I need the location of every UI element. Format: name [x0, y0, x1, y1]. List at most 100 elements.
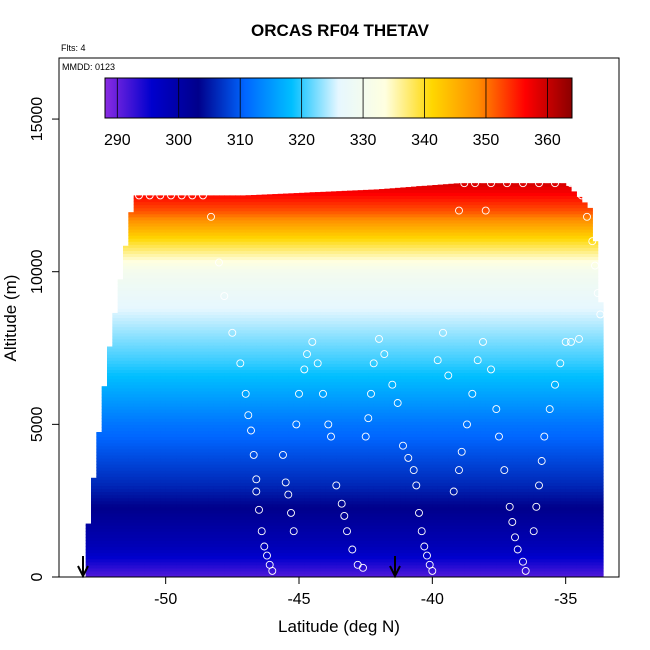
heatmap-cell	[256, 302, 263, 306]
heatmap-cell	[240, 537, 247, 541]
heatmap-cell	[155, 228, 161, 233]
heatmap-cell	[149, 421, 156, 425]
heatmap-cell	[272, 302, 279, 306]
heatmap-cell	[203, 494, 209, 499]
heatmap-cell	[240, 210, 247, 215]
heatmap-cell	[187, 247, 193, 251]
heatmap-cell	[251, 558, 257, 563]
heatmap-cell	[235, 564, 241, 569]
heatmap-cell	[208, 549, 215, 554]
heatmap-cell	[213, 525, 220, 529]
heatmap-cell	[112, 488, 119, 493]
heatmap-cell	[283, 320, 289, 325]
heatmap-cell	[224, 235, 231, 239]
heatmap-cell	[261, 375, 268, 380]
heatmap-cell	[235, 467, 241, 471]
heatmap-cell	[224, 244, 231, 248]
heatmap-cell	[160, 305, 167, 309]
heatmap-cell	[117, 399, 124, 404]
heatmap-cell	[149, 329, 156, 334]
heatmap-cell	[240, 277, 247, 282]
heatmap-cell	[256, 564, 263, 569]
heatmap-cell	[203, 393, 209, 398]
heatmap-cell	[128, 228, 135, 233]
heatmap-cell	[229, 286, 236, 291]
heatmap-cell	[149, 390, 156, 395]
heatmap-cell	[149, 448, 156, 453]
heatmap-cell	[181, 418, 188, 422]
heatmap-cell	[288, 537, 295, 541]
heatmap-cell	[229, 238, 236, 242]
heatmap-cell	[224, 268, 231, 273]
heatmap-cell	[187, 332, 193, 337]
heatmap-cell	[197, 387, 204, 392]
heatmap-cell	[203, 259, 209, 264]
heatmap-cell	[213, 341, 220, 346]
heatmap-cell	[155, 488, 161, 493]
heatmap-cell	[267, 488, 273, 493]
heatmap-cell	[224, 476, 231, 480]
heatmap-cell	[267, 546, 273, 551]
heatmap-cell	[160, 250, 167, 254]
heatmap-cell	[256, 549, 263, 554]
heatmap-cell	[293, 491, 300, 496]
heatmap-cell	[293, 338, 300, 343]
heatmap-cell	[208, 427, 215, 432]
heatmap-cell	[133, 348, 140, 352]
heatmap-cell	[203, 445, 209, 450]
heatmap-cell	[288, 201, 295, 206]
heatmap-cell	[267, 253, 273, 258]
heatmap-cell	[277, 268, 284, 273]
heatmap-cell	[219, 436, 225, 441]
heatmap-cell	[123, 311, 129, 316]
heatmap-cell	[219, 308, 225, 312]
heatmap-cell	[165, 308, 172, 312]
heatmap-cell	[272, 546, 279, 551]
heatmap-cell	[112, 406, 119, 410]
heatmap-cell	[208, 506, 215, 511]
heatmap-cell	[171, 418, 177, 422]
heatmap-cell	[144, 250, 151, 254]
heatmap-cell	[181, 399, 188, 404]
heatmap-cell	[171, 460, 177, 465]
heatmap-cell	[101, 454, 108, 459]
heatmap-cell	[235, 396, 241, 401]
heatmap-cell	[101, 430, 108, 435]
heatmap-cell	[240, 540, 247, 545]
heatmap-cell	[101, 525, 108, 529]
heatmap-cell	[176, 491, 183, 496]
heatmap-cell	[304, 228, 311, 233]
heatmap-cell	[155, 308, 161, 312]
heatmap-cell	[213, 433, 220, 438]
heatmap-cell	[160, 457, 167, 462]
heatmap-cell	[107, 522, 113, 526]
heatmap-cell	[256, 412, 263, 416]
heatmap-cell	[251, 305, 257, 309]
heatmap-cell	[107, 442, 113, 447]
heatmap-cell	[272, 433, 279, 438]
heatmap-cell	[251, 222, 257, 227]
heatmap-cell	[208, 534, 215, 538]
heatmap-cell	[171, 525, 177, 529]
heatmap-cell	[176, 442, 183, 447]
heatmap-cell	[283, 390, 289, 395]
heatmap-cell	[171, 421, 177, 425]
heatmap-cell	[272, 286, 279, 291]
heatmap-cell	[299, 515, 305, 520]
heatmap-cell	[192, 286, 199, 291]
heatmap-cell	[171, 290, 177, 294]
heatmap-cell	[203, 525, 209, 529]
heatmap-cell	[139, 415, 145, 419]
heatmap-cell	[192, 366, 199, 370]
heatmap-cell	[117, 311, 124, 316]
heatmap-cell	[208, 558, 215, 563]
heatmap-cell	[165, 314, 172, 319]
heatmap-cell	[304, 219, 311, 224]
heatmap-cell	[112, 549, 119, 554]
heatmap-cell	[96, 497, 103, 502]
heatmap-cell	[139, 317, 145, 322]
heatmap-cell	[261, 549, 268, 554]
heatmap-cell	[261, 558, 268, 563]
heatmap-cell	[203, 399, 209, 404]
heatmap-cell	[272, 476, 279, 480]
